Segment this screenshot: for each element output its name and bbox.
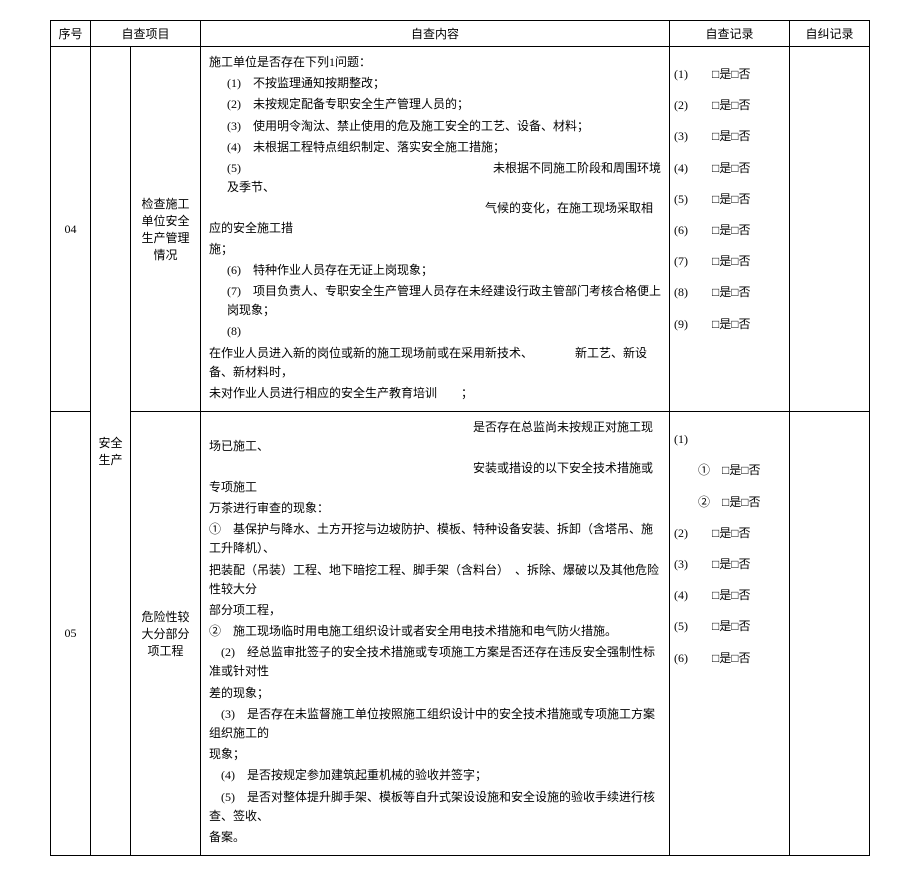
- checkbox-line: (2) □是□否: [674, 524, 785, 543]
- text: (4) 未根据工程特点组织制定、落实安全施工措施；: [209, 138, 661, 157]
- text: (3) 使用明令淘汰、禁止使用的危及施工安全的工艺、设备、材料；: [209, 117, 661, 136]
- checkbox-line: (4) □是□否: [674, 586, 785, 605]
- text: 施工单位是否存在下列1问题：: [209, 53, 661, 72]
- table-row: 05 危险性较 大分部分 项工程 是否存在总监尚未按规正对施工现场已施工、 安装…: [51, 412, 870, 856]
- checkbox-line: (7) □是□否: [674, 252, 785, 271]
- text: 部分项工程，: [209, 601, 661, 620]
- sub-04: 检查施工 单位安全 生产管理 情况: [131, 47, 201, 412]
- inspection-table: 序号 自查项目 自查内容 自查记录 自纠记录 04 安全 生产 检查施工 单位安…: [50, 20, 870, 856]
- seq-05: 05: [51, 412, 91, 856]
- text: 差的现象；: [209, 684, 661, 703]
- checkbox-line: ② □是□否: [674, 493, 785, 512]
- text: (4) 是否按规定参加建筑起重机械的验收并签字；: [209, 766, 661, 785]
- checkbox-line: ① □是□否: [674, 461, 785, 480]
- seq-04: 04: [51, 47, 91, 412]
- text: 气候的变化，在施工现场采取相应的安全施工措: [209, 199, 661, 237]
- text: (3) 是否存在未监督施工单位按照施工组织设计中的安全技术措施或专项施工方案组织…: [209, 705, 661, 743]
- checkbox-line: (9) □是□否: [674, 315, 785, 334]
- checkbox-line: (2) □是□否: [674, 96, 785, 115]
- header-record: 自查记录: [670, 21, 790, 47]
- text: 把装配（吊装）工程、地下暗挖工程、脚手架（含料台） 、拆除、爆破以及其他危险性较…: [209, 561, 661, 599]
- checkbox-line: (5) □是□否: [674, 190, 785, 209]
- checkbox-line: (1): [674, 430, 785, 449]
- text: 安装或措设的以下安全技术措施或专项施工: [209, 459, 661, 497]
- text: (8): [209, 322, 661, 341]
- text: 在作业人员进入新的岗位或新的施工现场前或在采用新技术、 新工艺、新设备、新材料时…: [209, 344, 661, 382]
- text: ② 施工现场临时用电施工组织设计或者安全用电技术措施和电气防火措施。: [209, 622, 661, 641]
- checkbox-line: (6) □是□否: [674, 649, 785, 668]
- text: (2) 未按规定配备专职安全生产管理人员的；: [209, 95, 661, 114]
- text: (2) 经总监审批签子的安全技术措施或专项施工方案是否还存在违反安全强制性标准或…: [209, 643, 661, 681]
- text: (6) 特种作业人员存在无证上岗现象；: [209, 261, 661, 280]
- sub-05: 危险性较 大分部分 项工程: [131, 412, 201, 856]
- checkbox-line: (1) □是□否: [674, 65, 785, 84]
- fix-04: [790, 47, 870, 412]
- fix-05: [790, 412, 870, 856]
- text: (7) 项目负责人、专职安全生产管理人员存在未经建设行政主管部门考核合格便上岗现…: [209, 282, 661, 320]
- checkbox-line: (3) □是□否: [674, 127, 785, 146]
- text: 万茶进行审查的现象：: [209, 499, 661, 518]
- header-content: 自查内容: [201, 21, 670, 47]
- header-seq: 序号: [51, 21, 91, 47]
- text: ① 基保护与降水、土方开挖与边坡防护、模板、特种设备安装、拆卸（含塔吊、施工升降…: [209, 520, 661, 558]
- category-safety: 安全 生产: [91, 47, 131, 856]
- text: 现象；: [209, 745, 661, 764]
- text: 施；: [209, 240, 661, 259]
- record-05: (1) ① □是□否 ② □是□否 (2) □是□否 (3) □是□否 (4) …: [670, 412, 790, 856]
- table-row: 04 安全 生产 检查施工 单位安全 生产管理 情况 施工单位是否存在下列1问题…: [51, 47, 870, 412]
- checkbox-line: (3) □是□否: [674, 555, 785, 574]
- header-project: 自查项目: [91, 21, 201, 47]
- content-04: 施工单位是否存在下列1问题： (1) 不按监理通知按期整改； (2) 未按规定配…: [201, 47, 670, 412]
- text: 未对作业人员进行相应的安全生产教育培训 ；: [209, 384, 661, 403]
- content-05: 是否存在总监尚未按规正对施工现场已施工、 安装或措设的以下安全技术措施或专项施工…: [201, 412, 670, 856]
- header-fix: 自纠记录: [790, 21, 870, 47]
- text: (5) 是否对整体提升脚手架、模板等自升式架设设施和安全设施的验收手续进行核查、…: [209, 788, 661, 826]
- checkbox-line: (8) □是□否: [674, 283, 785, 302]
- text: 是否存在总监尚未按规正对施工现场已施工、: [209, 418, 661, 456]
- text: 备案。: [209, 828, 661, 847]
- text: (5) 未根据不同施工阶段和周围环境及季节、: [209, 159, 661, 197]
- text: (1) 不按监理通知按期整改；: [209, 74, 661, 93]
- checkbox-line: (4) □是□否: [674, 159, 785, 178]
- checkbox-line: (6) □是□否: [674, 221, 785, 240]
- checkbox-line: (5) □是□否: [674, 617, 785, 636]
- record-04: (1) □是□否 (2) □是□否 (3) □是□否 (4) □是□否 (5) …: [670, 47, 790, 412]
